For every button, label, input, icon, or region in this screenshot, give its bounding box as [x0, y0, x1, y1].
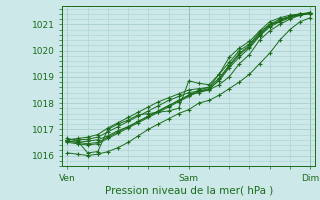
X-axis label: Pression niveau de la mer( hPa ): Pression niveau de la mer( hPa ): [105, 185, 273, 195]
